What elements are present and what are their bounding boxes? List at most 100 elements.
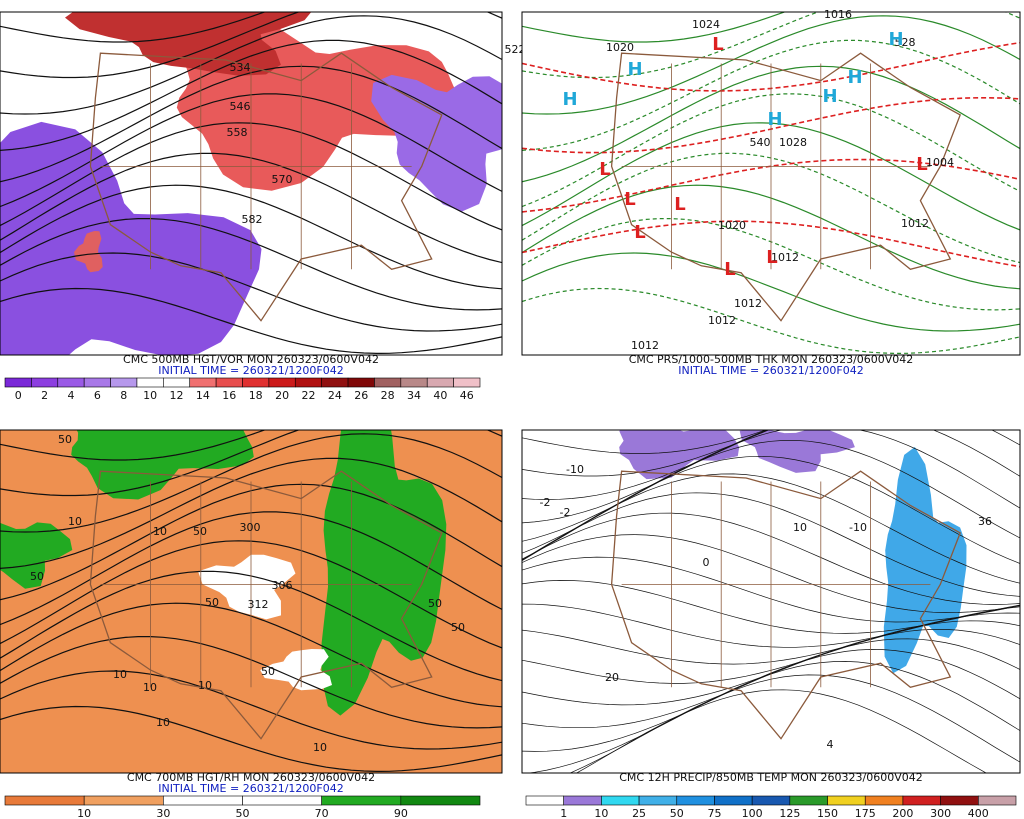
colorbar-box [163,795,243,806]
colorbar-label: 30 [156,807,170,819]
map [522,430,1020,773]
contour-line [575,689,987,773]
pressure-center: L [634,222,645,243]
pressure-center: L [599,159,610,180]
boundary [610,52,962,322]
contour-label: 50 [205,596,219,609]
colorbar-label: 24 [328,389,342,402]
pressure-center: H [562,89,577,110]
contour-label: 1012 [771,251,799,264]
colorbar-box [347,377,375,388]
colorbar-box [83,795,164,806]
contour-label: 50 [261,665,275,678]
contour-line [0,433,502,533]
colorbar-box [321,377,349,388]
colorbar-label: 10 [594,807,608,819]
contour-label: -10 [566,463,584,476]
contour-line [522,440,1020,554]
colorbar-box [31,377,59,388]
contour-line [0,252,502,332]
colorbar-box [189,377,217,388]
colorbar-label: 40 [433,389,447,402]
contour-line [522,15,1020,115]
colorbar-label: 10 [77,807,91,819]
contour-line [0,12,502,79]
contour-label: 1020 [718,219,746,232]
contour-label: 1012 [901,217,929,230]
contour-line [522,252,1020,332]
colorbar-box [638,795,678,806]
contour-label: 522 [505,43,526,56]
contour-label: 10 [793,521,807,534]
contour-label: -2 [540,496,551,509]
contour-label: 10 [156,716,170,729]
contour-label: 1012 [631,339,659,352]
map [522,12,1020,355]
contour-line [0,705,502,773]
pressure-center: L [624,189,635,210]
contour-label: 50 [193,525,207,538]
contour-label: 540 [750,136,771,149]
colorbar-box [978,795,1017,806]
colorbar-label: 12 [170,389,184,402]
pressure-center: L [766,247,777,268]
map-panel: -10 -2 -2 10 -10 0 20 4 36 CMC 12H PRECIP/850MB T… [521,429,1021,819]
contour-label: 10 [313,741,327,754]
contour-line [522,287,1020,355]
contour-label: 582 [242,213,263,226]
pressure-center: H [888,29,903,50]
colorbar-box [268,377,296,388]
colorbar-box [163,377,191,388]
shaded-area [198,554,296,620]
colorbar-box [453,377,481,388]
colorbar-label: 4 [67,389,74,402]
colorbar-label: 2 [41,389,48,402]
contour-label: 1012 [708,314,736,327]
contour-label: 570 [272,173,293,186]
contour-label: 534 [230,61,251,74]
contour-label: 1024 [692,18,720,31]
colorbar-box [4,377,32,388]
initial-time: INITIAL TIME = 260321/1200F042 [678,364,863,377]
map-frame [0,11,503,356]
colorbar-label: 200 [892,807,913,819]
colorbar-label: 100 [742,807,763,819]
colorbar-box [940,795,979,806]
colorbar-label: 26 [354,389,368,402]
initial-time: INITIAL TIME = 260321/1200F042 [158,782,343,795]
colorbar-box [827,795,866,806]
pressure-center: H [822,86,837,107]
map [0,12,502,355]
pressure-center: L [712,34,723,55]
contour-label: 20 [605,671,619,684]
colorbar-label: 50 [236,807,250,819]
colorbar-label: 50 [670,807,684,819]
shaded-area [260,649,332,691]
pressure-center: H [767,109,782,130]
contour-label: 10 [153,525,167,538]
contour-label: 50 [58,433,72,446]
colorbar-label: 14 [196,389,210,402]
panel-title: CMC PRS/1000-500MB THK MON 260323/0600V0… [629,353,914,366]
contour-label: 558 [227,126,248,139]
panel-title: CMC 12H PRECIP/850MB TEMP MON 260323/060… [619,771,923,784]
contour-label: 1028 [779,136,807,149]
colorbar-box [714,795,753,806]
colorbar-box [215,377,243,388]
colorbar-label: 150 [817,807,838,819]
contour-label: 10 [68,515,82,528]
colorbar-label: 175 [855,807,876,819]
contour-label: 50 [428,597,442,610]
colorbar-label: 28 [381,389,395,402]
contour-label: 300 [240,521,261,534]
colorbar-label: 34 [407,389,421,402]
colorbar-box [321,795,402,806]
contour-label: 0 [703,556,710,569]
contour-label: 1012 [734,297,762,310]
colorbar-label: 18 [249,389,263,402]
colorbar-box [864,795,904,806]
colorbar-label: 300 [930,807,951,819]
contour-line [522,39,1020,151]
